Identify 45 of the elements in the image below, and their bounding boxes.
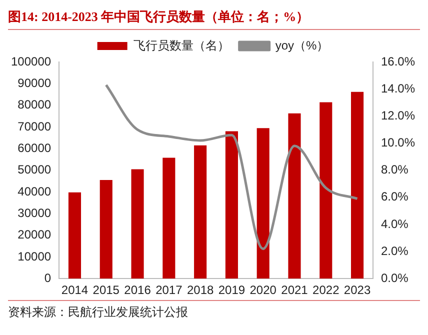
- y2-tick-label: 12.0%: [380, 108, 416, 122]
- bar: [68, 192, 82, 279]
- y-tick-label: 20000: [18, 228, 52, 242]
- x-tick-label: 2022: [312, 283, 340, 298]
- x-tick-label: 2015: [92, 283, 120, 298]
- y-tick-label: 0: [44, 270, 52, 285]
- bar: [288, 113, 301, 279]
- x-tick-label: 2021: [281, 283, 308, 298]
- x-tick-label: 2014: [61, 283, 88, 298]
- y2-tick-label: 10.0%: [380, 136, 416, 150]
- bar: [131, 169, 144, 279]
- y-tick-label: 60000: [18, 140, 52, 155]
- y-tick-label: 80000: [18, 98, 52, 112]
- chart-title: 图14: 2014-2023 年中国飞行员数量（单位：名；%）: [8, 8, 420, 30]
- bar: [320, 102, 332, 279]
- x-tick-label: 2023: [344, 283, 371, 298]
- x-tick-label: 2018: [186, 283, 214, 298]
- text: 资料来源：民航行业发展统计公报: [8, 304, 189, 321]
- x-tick-label: 2019: [218, 283, 246, 298]
- bar: [225, 131, 238, 279]
- bar: [100, 180, 112, 279]
- y-tick-label: 50000: [18, 162, 52, 177]
- y-tick-label: 40000: [18, 184, 52, 198]
- bar: [351, 92, 364, 279]
- y-tick-label: 90000: [18, 76, 52, 90]
- y-tick-label: 70000: [18, 119, 52, 134]
- y2-tick-label: 14.0%: [380, 81, 416, 96]
- y2-tick-label: 16.0%: [380, 54, 416, 68]
- y2-tick-label: 8.0%: [380, 162, 409, 177]
- y-tick-label: 30000: [18, 206, 52, 220]
- y2-tick-label: 6.0%: [380, 190, 409, 204]
- x-tick-label: 2020: [250, 283, 277, 298]
- y-tick-label: 100000: [10, 54, 52, 68]
- line-series: [104, 84, 359, 250]
- bar: [162, 158, 176, 279]
- bar: [194, 145, 207, 279]
- y2-tick-label: 0.0%: [380, 270, 409, 285]
- y2-tick-label: 2.0%: [380, 244, 409, 258]
- legend-label: yoy（%）: [275, 38, 329, 52]
- y-tick-label: 10000: [18, 249, 52, 264]
- bar: [256, 128, 270, 279]
- x-tick-label: 2017: [156, 283, 183, 298]
- x-tick-label: 2016: [124, 283, 152, 298]
- legend-label: 飞行员数量（名）: [133, 38, 230, 52]
- y2-tick-label: 4.0%: [380, 216, 409, 231]
